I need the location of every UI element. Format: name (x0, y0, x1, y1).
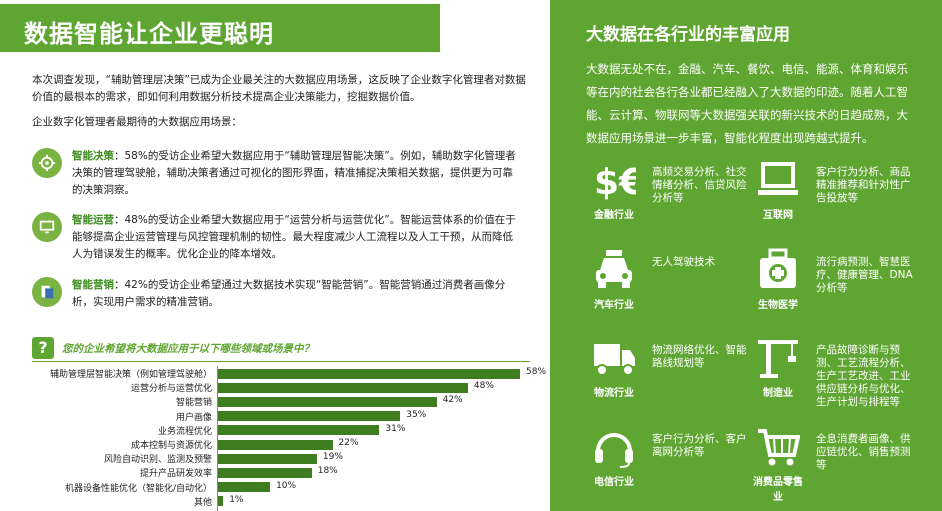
bar-value-label: 22% (338, 438, 359, 448)
chart-question: 您的企业希望将大数据应用于以下哪些领域或场景中？ (62, 343, 314, 355)
bar-label: 成本控制与资源优化 (130, 441, 212, 451)
scenario-title: 智能营销 (72, 279, 114, 291)
bar (218, 496, 224, 507)
truck-icon (592, 336, 636, 380)
bar-label: 风险自动识别、监测及预警 (103, 455, 212, 466)
question-icon: ? (32, 337, 54, 359)
scenario-title: 智能决策 (72, 150, 114, 162)
bar (218, 396, 437, 407)
bar (218, 482, 271, 493)
industry-desc: 全息消费者画像、供应链优化、销售预测等 (816, 433, 911, 471)
divider (32, 361, 530, 362)
scenario-text: 智能决策：58%的受访企业希望大数据应用于“辅助管理层智能决策”。例如，辅助数字… (72, 148, 522, 199)
bar-label: 业务流程优化 (157, 426, 212, 437)
bar-value-label: 10% (276, 480, 297, 491)
bar-label: 运营分析与运营优化 (130, 384, 212, 395)
industry-desc: 无人驾驶技术 (652, 256, 715, 268)
bar-value-label: 35% (406, 409, 427, 420)
cart-icon (756, 425, 801, 469)
industry-desc: 产品故障诊断与预测、工艺流程分析、生产工艺改进、工业供应链分析与优化、生产计划与… (816, 344, 911, 408)
medical-kit-icon (756, 248, 800, 292)
scenario-desc: ：42%的受访企业希望通过大数据技术实现“智能营销”。智能营销通过消费者画像分析… (72, 279, 506, 308)
industry-desc: 高频交易分析、社交情绪分析、信贷风险分析等 (652, 166, 747, 204)
bar (218, 453, 317, 464)
brain-gear-icon (32, 148, 62, 178)
intro-paragraph: 本次调查发现，“辅助管理层决策”已成为企业最关注的大数据应用场景，这反映了企业数… (32, 74, 526, 103)
industry-name: 电信行业 (594, 477, 634, 488)
bar (218, 382, 468, 393)
bar-label: 辅助管理层智能决策（例如管理驾驶舱） (49, 370, 212, 380)
bar (218, 411, 401, 422)
bar-label: 智能营销 (175, 398, 212, 409)
industry-name: 互联网 (763, 210, 793, 221)
industry-name: 汽车行业 (594, 300, 634, 311)
laptop-icon (756, 158, 800, 202)
bar-value-label: 19% (322, 452, 343, 463)
bar-label: 机器设备性能优化（智能化/自动化） (64, 483, 212, 494)
industry-desc: 客户行为分析、客户离网分析等 (652, 433, 747, 458)
industry-name: 制造业 (763, 388, 793, 399)
bar-label: 提升产品研发效率 (139, 469, 212, 480)
bar-value-label: 1% (229, 494, 244, 505)
scenario-desc: ：48%的受访企业希望大数据应用于“运营分析与运营优化”。智能运营体系的价值在于… (72, 214, 516, 260)
industry-name: 消费品零售业 (753, 477, 803, 503)
chart-axis (217, 366, 218, 511)
bar-value-label: 31% (385, 423, 406, 434)
industry-name: 金融行业 (594, 210, 634, 221)
bar-value-label: 18% (317, 466, 338, 477)
scenario-text: 智能营销：42%的受访企业希望通过大数据技术实现“智能营销”。智能营销通过消费者… (72, 277, 522, 311)
scenario-title: 智能运营 (72, 214, 114, 226)
bar-chart: 辅助管理层智能决策（例如管理驾驶舱） 58% 运营分析与运营优化 48% 智能营销 42%… (0, 366, 550, 511)
monitor-icon (32, 212, 62, 242)
industry-desc: 流行病预测、智慧医疗、健康管理、DNA分析等 (816, 256, 913, 294)
bar-value-label: 48% (473, 381, 494, 392)
document-icon (32, 277, 62, 307)
industry-name: 生物医学 (758, 300, 798, 311)
bar (218, 439, 333, 450)
bar-label: 用户画像 (175, 412, 212, 423)
right-panel: 大数据在各行业的丰富应用 大数据无处不在，金融、汽车、餐饮、电信、能源、体育和娱… (550, 0, 942, 511)
bar-value-label: 42% (442, 395, 463, 406)
industry-intro: 大数据无处不在，金融、汽车、餐饮、电信、能源、体育和娱乐等在内的社会各行各业都已… (586, 62, 908, 145)
svg-text:$€: $€ (594, 162, 636, 202)
scenario-desc: ：58%的受访企业希望大数据应用于“辅助管理层智能决策”。例如，辅助数字化管理者… (72, 150, 516, 196)
industry-desc: 客户行为分析、商品精准推荐和针对性广告投放等 (816, 166, 911, 204)
industry-name: 物流行业 (594, 388, 634, 399)
headset-icon (592, 425, 636, 469)
scenario-text: 智能运营：48%的受访企业希望大数据应用于“运营分析与运营优化”。智能运营体系的… (72, 212, 522, 263)
currency-icon: $€ (592, 158, 644, 203)
industry-desc: 物流网络优化、智能路线规划等 (652, 344, 747, 369)
intro-subheading: 企业数字化管理者最期待的大数据应用场景： (32, 116, 242, 128)
intro-section: 本次调查发现，“辅助管理层决策”已成为企业最关注的大数据应用场景，这反映了企业数… (32, 72, 532, 139)
page-title: 数据智能让企业更聪明 (24, 20, 274, 48)
left-panel: 数据智能让企业更聪明 本次调查发现，“辅助管理层决策”已成为企业最关注的大数据应… (0, 4, 550, 511)
industry-section-title: 大数据在各行业的丰富应用 (586, 25, 790, 45)
car-icon (592, 248, 636, 292)
bar-value-label: 58% (526, 367, 547, 377)
bar (218, 467, 312, 478)
bar (218, 368, 520, 379)
title-banner: 数据智能让企业更聪明 (0, 4, 440, 52)
bar-label: 其他 (193, 497, 212, 508)
bar (218, 425, 380, 436)
crane-icon (756, 336, 800, 380)
